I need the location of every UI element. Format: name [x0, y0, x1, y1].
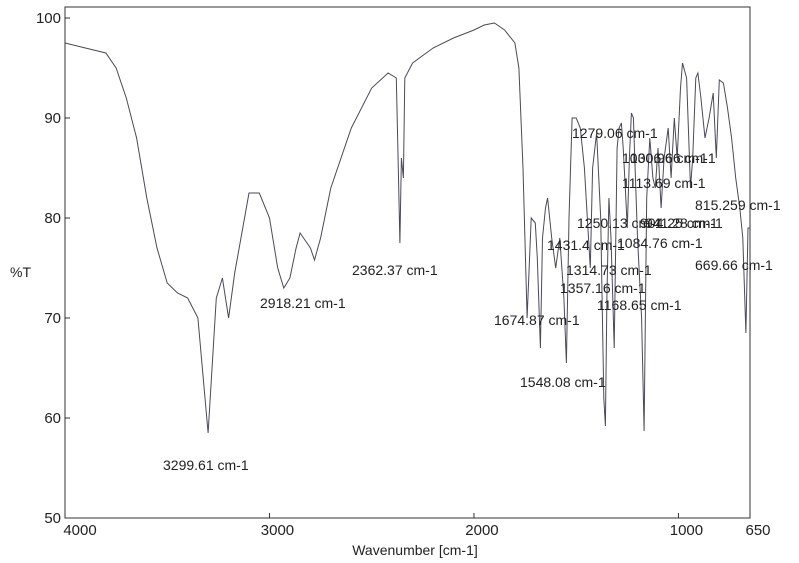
y-tick-label: 90	[44, 110, 61, 127]
peak-label: 1250.13 cm-1	[577, 215, 663, 231]
y-tick-label: 50	[44, 510, 61, 527]
y-axis-label: %T	[10, 264, 31, 280]
peak-label: 815.259 cm-1	[695, 197, 781, 213]
peak-label: 3299.61 cm-1	[163, 457, 249, 473]
peak-label: 1006.66 cm-1	[630, 150, 716, 166]
peak-label: 1431.4 cm-1	[547, 237, 625, 253]
plot-frame	[64, 6, 751, 519]
peak-label: 2918.21 cm-1	[260, 295, 346, 311]
peak-label: 1314.73 cm-1	[566, 262, 652, 278]
x-tick-label: 650	[745, 522, 770, 539]
x-tick-label: 3000	[261, 522, 294, 539]
y-tick-label: 60	[44, 410, 61, 427]
spectrum-line	[64, 22, 750, 434]
peak-label: 904.25 cm-1	[640, 215, 718, 231]
peak-label: 669.66 cm-1	[695, 257, 773, 273]
peak-label: 941.28 cm-1	[645, 215, 723, 231]
peak-label: 1548.08 cm-1	[520, 374, 606, 390]
peak-label: 2362.37 cm-1	[352, 262, 438, 278]
peak-label: 1168.65 cm-1	[597, 297, 682, 313]
peak-label: 1674.87 cm-1	[494, 312, 580, 328]
peak-label: 1084.76 cm-1	[617, 235, 703, 251]
peak-label: 1030.96 cm-1	[622, 150, 708, 166]
x-tick-label: 1000	[670, 522, 703, 539]
y-tick-label: 100	[36, 10, 61, 27]
x-tick-label: 2000	[465, 522, 498, 539]
peak-label: 1357.16 cm-1	[560, 280, 646, 296]
peak-label: 1279.06 cm-1	[572, 125, 658, 141]
peak-label: 1113.69 cm-1	[622, 175, 706, 191]
x-axis-label: Wavenumber [cm-1]	[352, 542, 478, 558]
y-tick-label: 70	[44, 310, 61, 327]
x-tick-label: 4000	[63, 522, 96, 539]
y-tick-label: 80	[44, 210, 61, 227]
